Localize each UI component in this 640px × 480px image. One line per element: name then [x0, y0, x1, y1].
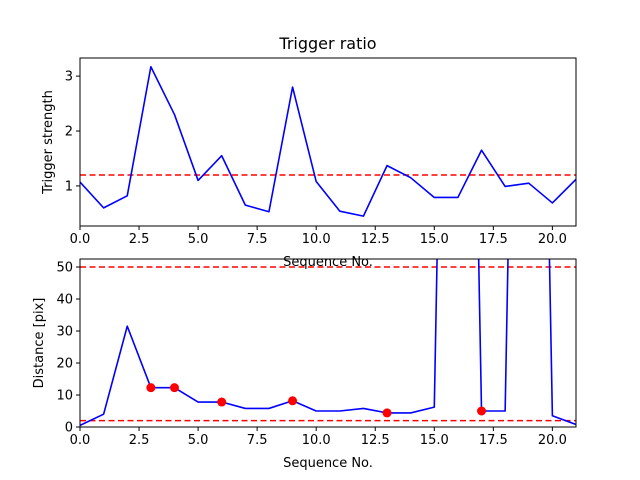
series-lines — [80, 65, 576, 217]
x-axis-label: Sequence No. — [283, 456, 373, 471]
x-tick-label: 12.5 — [361, 433, 390, 448]
marker-point — [217, 397, 227, 407]
y-tick-label: 3 — [65, 70, 73, 85]
x-tick-label: 10.0 — [302, 232, 331, 247]
x-axis-ticks: 0.0 2.5 5.0 7.5 10.0 12.5 15.0 17.5 20.0 — [70, 226, 567, 247]
series-lines — [80, 259, 576, 427]
x-tick-label: 10.0 — [302, 433, 331, 448]
plot-frame — [79, 258, 577, 428]
x-tick-label: 20.0 — [538, 232, 567, 247]
x-tick-label: 20.0 — [538, 433, 567, 448]
outlier-markers — [146, 383, 487, 418]
x-tick-label: 15.0 — [420, 433, 449, 448]
chart-title: Trigger ratio — [278, 34, 376, 53]
x-tick-label: 5.0 — [188, 232, 209, 247]
x-axis-ticks: 0.0 2.5 5.0 7.5 10.0 12.5 15.0 17.5 20.0 — [70, 427, 567, 448]
plot-frame — [79, 57, 577, 227]
y-axis-ticks: 0 10 20 30 40 50 — [56, 261, 80, 436]
y-tick-label: 10 — [56, 389, 73, 404]
x-tick-label: 17.5 — [479, 433, 508, 448]
x-tick-label: 5.0 — [188, 433, 209, 448]
series-line — [80, 65, 576, 217]
y-tick-label: 40 — [56, 293, 73, 308]
distance-chart: 0.0 2.5 5.0 7.5 10.0 12.5 15.0 17.5 20.0 0 10 20 30… — [32, 258, 577, 471]
x-tick-label: 0.0 — [70, 232, 91, 247]
x-tick-label: 7.5 — [247, 433, 268, 448]
x-tick-label: 12.5 — [361, 232, 390, 247]
marker-point — [382, 408, 392, 418]
y-tick-label: 30 — [56, 325, 73, 340]
x-tick-label: 7.5 — [247, 232, 268, 247]
trigger-ratio-chart: Trigger ratio 0.0 2.5 5.0 7.5 10.0 12.5 15.0 17… — [41, 34, 577, 270]
x-tick-label: 17.5 — [479, 232, 508, 247]
y-tick-label: 0 — [65, 421, 73, 436]
marker-point — [288, 396, 298, 406]
y-tick-label: 2 — [65, 125, 73, 140]
marker-point — [146, 383, 156, 393]
x-tick-label: 2.5 — [129, 433, 150, 448]
x-tick-label: 0.0 — [70, 433, 91, 448]
y-tick-label: 50 — [56, 261, 73, 276]
series-line — [80, 259, 576, 427]
x-tick-label: 15.0 — [420, 232, 449, 247]
marker-point — [169, 383, 179, 393]
y-tick-label: 1 — [65, 179, 73, 194]
y-axis-label: Trigger strength — [41, 90, 56, 195]
x-tick-label: 2.5 — [129, 232, 150, 247]
y-tick-label: 20 — [56, 357, 73, 372]
y-axis-label: Distance [pix] — [32, 298, 47, 389]
y-axis-ticks: 1 2 3 — [65, 70, 80, 194]
threshold-lines — [80, 266, 576, 422]
marker-point — [477, 406, 487, 416]
